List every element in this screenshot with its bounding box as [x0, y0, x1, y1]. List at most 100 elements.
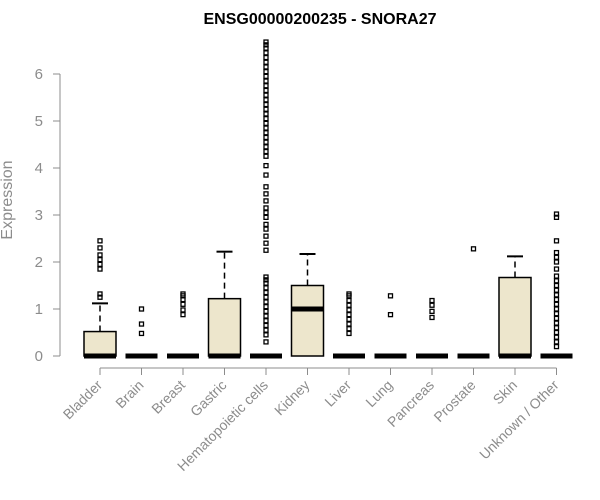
outlier-point [263, 45, 269, 51]
box-iqr [498, 276, 532, 357]
y-axis: 0 1 2 3 4 5 6 [35, 66, 61, 365]
outlier-point [263, 134, 269, 141]
y-tick-label: 4 [35, 160, 43, 177]
box-liver [333, 291, 365, 359]
outlier-point [263, 101, 269, 108]
box-iqr [290, 284, 325, 357]
x-tick-label: Breast [148, 377, 188, 417]
outlier-point [346, 316, 352, 322]
x-tick-label: Lung [362, 377, 395, 410]
outlier-point [263, 221, 269, 228]
outlier-point [346, 311, 352, 318]
box-skin [498, 255, 532, 359]
outlier-point [263, 144, 269, 150]
outlier-point [263, 240, 269, 246]
outlier-point [263, 233, 269, 239]
outlier-point [263, 92, 269, 98]
box-iqr [83, 330, 117, 357]
outlier-point [387, 311, 394, 318]
outlier-point [180, 301, 186, 307]
outlier-point [263, 83, 269, 89]
outlier-point [263, 162, 269, 169]
outlier-point [553, 339, 560, 345]
box-brain [125, 306, 158, 359]
outlier-point [263, 111, 269, 117]
outlier-point [553, 325, 560, 331]
outlier-point [429, 314, 435, 321]
box-breast [167, 291, 199, 359]
outlier-point [263, 73, 269, 79]
box-prostate [457, 246, 490, 359]
outlier-point [138, 330, 145, 337]
box-lung [374, 293, 407, 359]
box-bladder [83, 238, 117, 359]
outlier-point [553, 273, 560, 279]
outlier-point [263, 125, 269, 131]
x-tick-label: Unknown / Other [476, 377, 562, 463]
outlier-point [346, 330, 352, 337]
outlier-point [180, 291, 186, 297]
outlier-point [346, 297, 352, 304]
outlier-point [263, 87, 269, 94]
outlier-point [263, 64, 269, 70]
outlier-point [263, 339, 269, 345]
outlier-point [263, 106, 269, 112]
outlier-point [553, 287, 560, 293]
outlier-point [97, 245, 103, 251]
outlier-point [263, 97, 269, 103]
x-tick-label: Brain [112, 377, 146, 411]
outlier-point [263, 148, 269, 155]
outlier-point [263, 322, 269, 329]
outlier-point [553, 329, 560, 336]
y-axis-label: Expression [0, 160, 16, 239]
outlier-point [263, 78, 269, 84]
outlier-point [263, 139, 269, 145]
outlier-point [263, 332, 269, 338]
y-tick-label: 5 [35, 113, 43, 130]
y-tick-label: 6 [35, 66, 43, 83]
outlier-point [263, 120, 269, 126]
box-iqr [207, 297, 242, 357]
outlier-point [263, 299, 269, 305]
outlier-point [263, 50, 269, 56]
outlier-point [553, 301, 560, 307]
outlier-point [263, 42, 269, 48]
outlier-point [263, 247, 269, 253]
outlier-point [263, 294, 269, 300]
box-unknown-other [540, 211, 573, 359]
outlier-point [97, 294, 103, 300]
outlier-point [553, 306, 560, 312]
outlier-point [97, 261, 103, 268]
outlier-point [97, 252, 103, 258]
outlier-point [138, 306, 145, 312]
outlier-point [180, 311, 186, 318]
outlier-point [387, 293, 394, 299]
outlier-point [263, 191, 269, 197]
y-tick-label: 1 [35, 301, 43, 318]
outlier-point [346, 307, 352, 313]
outlier-point [263, 69, 269, 75]
boxes [83, 39, 573, 359]
box-gastric [207, 250, 242, 359]
x-tick-label: Bladder [60, 377, 106, 423]
outlier-point [263, 172, 269, 178]
outlier-point [553, 292, 560, 298]
outlier-point [263, 209, 269, 216]
outlier-point [553, 311, 560, 317]
outlier-point [263, 274, 269, 280]
outlier-point [346, 291, 352, 297]
outlier-point [553, 343, 560, 350]
outlier-point [263, 303, 269, 310]
outlier-point [553, 254, 560, 260]
outlier-point [97, 238, 103, 244]
x-tick-label: Skin [490, 377, 521, 408]
outlier-point [263, 153, 269, 159]
outlier-point [263, 205, 269, 211]
outlier-point [553, 282, 560, 289]
outlier-point [263, 289, 269, 296]
outlier-point [470, 246, 477, 252]
x-tick-label: Kidney [271, 377, 313, 419]
outlier-point [263, 214, 269, 221]
outlier-point [553, 266, 560, 272]
outlier-point [263, 54, 269, 61]
